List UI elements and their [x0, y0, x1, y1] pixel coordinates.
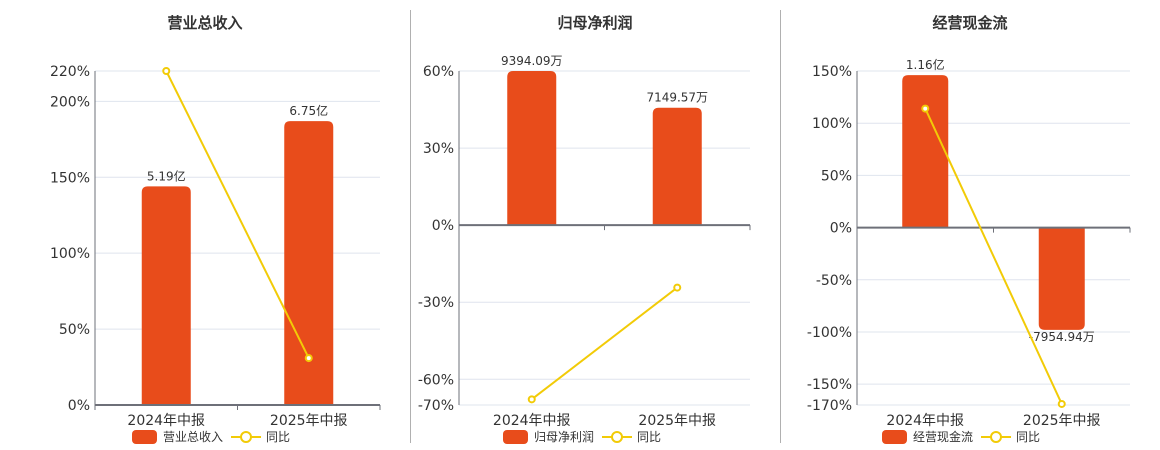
bar-value-label: -7954.94万 [1029, 330, 1095, 344]
chart-panel-net-profit: 归母净利润 -70% -60% -30% 0% 30% 60% 9394.09万 7149.5… [410, 0, 780, 450]
y-tick-label: 100% [50, 246, 90, 262]
y-tick-label: 150% [812, 64, 852, 80]
chart-title: 归母净利润 [557, 14, 633, 32]
bar-value-label: 9394.09万 [501, 54, 563, 68]
x-category-label: 2024年中报 [493, 413, 571, 429]
chart-plot-revenue: 0% 50% 100% 150% 200% 220% 5.19亿 6.75亿 2024年中报 20… [50, 64, 381, 429]
bar-legend-swatch-icon [882, 429, 907, 444]
chart-plot-cash-flow: -170% -150% -100% -50% 0% 50% 100% 150% 1.16亿 -79… [807, 57, 1131, 429]
bar[interactable] [902, 75, 949, 228]
bar-value-label: 5.19亿 [147, 168, 186, 183]
yoy-point[interactable] [304, 354, 313, 363]
y-tick-label: 60% [423, 64, 454, 80]
yoy-line [924, 108, 1063, 405]
yoy-point[interactable] [1057, 399, 1066, 408]
y-tick-label: 100% [812, 116, 852, 132]
y-tick-label: -30% [418, 295, 454, 311]
yoy-point[interactable] [921, 104, 930, 113]
y-tick-label: -60% [418, 372, 454, 388]
x-category-label: 2025年中报 [638, 413, 716, 429]
yoy-point[interactable] [673, 283, 682, 292]
chart-legend[interactable]: 归母净利润 同比 [503, 428, 661, 445]
bar-value-label: 6.75亿 [289, 103, 328, 118]
chart-title: 经营现金流 [932, 14, 1008, 32]
y-tick-label: 200% [50, 94, 90, 110]
x-category-label: 2024年中报 [886, 413, 964, 429]
line-legend-circle-icon [981, 430, 1012, 444]
bar-legend-swatch-icon [132, 429, 157, 444]
y-tick-label: 220% [50, 64, 90, 80]
legend-bar-label[interactable]: 归母净利润 [534, 430, 595, 444]
y-tick-label: -70% [418, 398, 454, 414]
y-tick-label: 0% [432, 218, 454, 234]
legend-line-label[interactable]: 同比 [266, 430, 291, 444]
yoy-line [531, 286, 678, 401]
y-tick-label: 150% [50, 170, 90, 186]
bar[interactable] [507, 71, 557, 226]
bar-value-label: 1.16亿 [906, 57, 945, 72]
panel-divider [410, 10, 411, 443]
bar[interactable] [141, 186, 191, 405]
y-tick-label: 30% [423, 141, 454, 157]
bar[interactable] [1038, 227, 1085, 330]
legend-bar-label[interactable]: 营业总收入 [163, 430, 224, 444]
chart-legend[interactable]: 营业总收入 同比 [132, 428, 290, 445]
y-tick-label: -170% [807, 398, 852, 414]
line-legend-circle-icon [231, 430, 262, 444]
x-category-label: 2024年中报 [127, 413, 205, 429]
chart-plot-net-profit: -70% -60% -30% 0% 30% 60% 9394.09万 7149.57万 2024… [418, 54, 751, 429]
y-tick-label: 0% [830, 221, 852, 237]
yoy-line [165, 70, 310, 359]
y-tick-label: 0% [68, 398, 90, 414]
x-category-label: 2025年中报 [270, 413, 348, 429]
panel-divider [780, 10, 781, 443]
y-tick-label: -150% [807, 377, 852, 393]
line-legend-circle-icon [602, 430, 633, 444]
legend-line-label[interactable]: 同比 [1016, 430, 1041, 444]
yoy-point[interactable] [527, 395, 536, 404]
y-tick-label: -50% [816, 273, 852, 289]
y-tick-label: 50% [821, 168, 852, 184]
x-category-label: 2025年中报 [1023, 413, 1101, 429]
chart-panel-cash-flow: 经营现金流 -170% -150% -100% -50% 0% 50% 100% 150% 1.… [780, 0, 1160, 450]
chart-legend[interactable]: 经营现金流 同比 [882, 428, 1040, 445]
chart-panel-revenue: 营业总收入 0% 50% 100% 150% 200% 220% 5.19亿 6.75亿 202… [0, 0, 410, 450]
chart-title: 营业总收入 [167, 14, 243, 32]
legend-line-label[interactable]: 同比 [637, 430, 662, 444]
bar-legend-swatch-icon [503, 429, 528, 444]
y-tick-label: 50% [59, 322, 90, 338]
legend-bar-label[interactable]: 经营现金流 [913, 430, 974, 444]
bar-value-label: 7149.57万 [646, 91, 708, 105]
bar[interactable] [652, 107, 702, 226]
y-tick-label: -100% [807, 325, 852, 341]
yoy-point[interactable] [162, 67, 171, 75]
bar[interactable] [284, 121, 334, 405]
